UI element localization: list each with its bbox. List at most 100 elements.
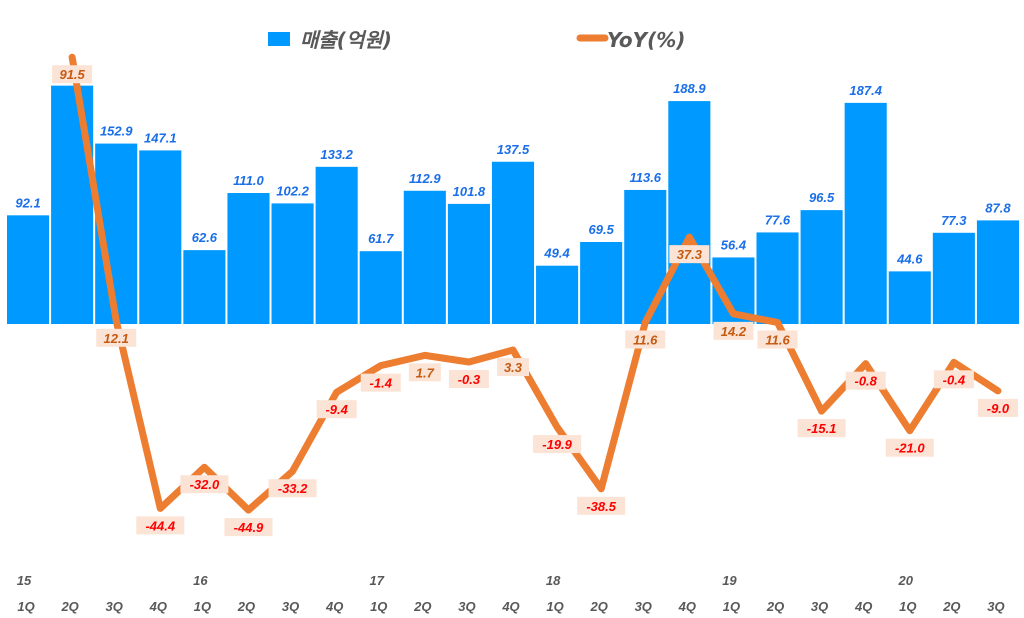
yoy-label-box (757, 330, 798, 349)
quarter-tick-label: 2Q (590, 599, 608, 614)
bar-label: 101.8 (453, 184, 486, 199)
bar (536, 265, 579, 324)
yoy-label: 12.1 (104, 331, 129, 346)
bar (315, 166, 358, 324)
quarter-tick-label: 2Q (60, 599, 78, 614)
yoy-label: -0.3 (458, 372, 481, 387)
year-tick-label: 15 (17, 573, 32, 588)
bar (403, 190, 446, 324)
yoy-label-box (268, 479, 317, 498)
legend-bar-swatch (268, 32, 290, 46)
bar (976, 220, 1019, 324)
quarter-tick-label: 2Q (413, 599, 431, 614)
yoy-label: -15.1 (807, 421, 837, 436)
legend-bar-label: 매출(억원) (300, 28, 392, 52)
quarter-tick-label: 3Q (106, 599, 123, 614)
bar (491, 161, 535, 324)
year-tick-label: 20 (898, 573, 914, 588)
bar-label: 102.2 (276, 183, 309, 198)
quarter-tick-label: 2Q (942, 599, 960, 614)
yoy-label-box (180, 475, 229, 494)
yoy-label: -44.4 (145, 518, 175, 533)
yoy-label-box (797, 419, 846, 438)
yoy-label: 1.7 (416, 365, 435, 380)
bar (800, 210, 843, 324)
yoy-label: -0.4 (943, 372, 966, 387)
bar (271, 203, 314, 324)
yoy-label-box (669, 245, 710, 264)
bar-label: 147.1 (144, 130, 177, 145)
bar-label: 188.9 (673, 81, 706, 96)
yoy-label: 11.6 (765, 332, 790, 347)
bar (447, 203, 490, 324)
year-tick-label: 19 (722, 573, 737, 588)
quarter-tick-label: 4Q (854, 599, 872, 614)
yoy-label: -32.0 (190, 477, 220, 492)
yoy-label-box (96, 328, 137, 347)
yoy-label: -9.0 (987, 401, 1010, 416)
bar-label: 69.5 (589, 222, 615, 237)
year-tick-label: 17 (370, 573, 385, 588)
quarter-tick-label: 1Q (899, 599, 916, 614)
bar (7, 215, 50, 324)
yoy-label-box (52, 65, 93, 84)
bar (668, 101, 711, 325)
legend: 매출(억원) YoY(%) (268, 28, 685, 52)
yoy-label: -21.0 (895, 441, 925, 456)
yoy-label-box (713, 321, 754, 340)
quarter-tick-label: 2Q (766, 599, 784, 614)
quarter-tick-label: 1Q (723, 599, 740, 614)
yoy-label: -38.5 (586, 499, 616, 514)
quarter-tick-label: 1Q (194, 599, 211, 614)
yoy-label: -19.9 (542, 437, 572, 452)
bar-label: 87.8 (985, 200, 1011, 215)
yoy-label: -0.8 (854, 374, 877, 389)
yoy-label-box (933, 370, 974, 389)
bar-label: 112.9 (409, 171, 441, 186)
bar-label: 77.3 (941, 213, 967, 228)
bar-label: 61.7 (368, 231, 394, 246)
quarter-tick-label: 3Q (987, 599, 1004, 614)
yoy-label-box (360, 373, 401, 392)
quarter-tick-label: 3Q (458, 599, 475, 614)
yoy-label-box (533, 435, 582, 454)
yoy-label: 11.6 (633, 332, 658, 347)
bar (183, 250, 226, 324)
bar-label: 137.5 (497, 142, 530, 157)
yoy-label-box (316, 400, 357, 419)
bar (227, 193, 270, 324)
quarter-tick-label: 1Q (370, 599, 387, 614)
yoy-label-box (497, 358, 529, 377)
bar (139, 150, 182, 324)
yoy-label-box (625, 330, 666, 349)
quarter-tick-label: 1Q (17, 599, 34, 614)
bar-label: 44.6 (896, 251, 923, 266)
yoy-label-box (408, 363, 441, 382)
yoy-label: 37.3 (677, 247, 703, 262)
bar-label: 113.6 (629, 170, 661, 185)
bar (624, 189, 667, 324)
bar-label: 56.4 (721, 237, 747, 252)
quarter-tick-label: 2Q (237, 599, 255, 614)
yoy-label-box (845, 371, 886, 390)
bar (932, 232, 975, 324)
yoy-label: 3.3 (504, 360, 523, 375)
yoy-label: 91.5 (59, 67, 85, 82)
quarter-tick-label: 4Q (678, 599, 696, 614)
bar-label: 77.6 (765, 212, 791, 227)
bar-label: 49.4 (543, 246, 570, 261)
quarter-tick-label: 3Q (282, 599, 299, 614)
legend-line-label: YoY(%) (607, 28, 685, 52)
bar (359, 251, 402, 324)
bar-label: 133.2 (320, 147, 353, 162)
bar (888, 271, 931, 324)
yoy-label-box (448, 369, 489, 388)
bar-label: 152.9 (100, 124, 133, 139)
yoy-label-box (977, 398, 1018, 417)
yoy-label-box (577, 496, 626, 515)
quarter-tick-label: 4Q (325, 599, 343, 614)
bar-label: 187.4 (849, 83, 882, 98)
quarter-tick-label: 4Q (501, 599, 519, 614)
yoy-label-box (224, 518, 273, 537)
